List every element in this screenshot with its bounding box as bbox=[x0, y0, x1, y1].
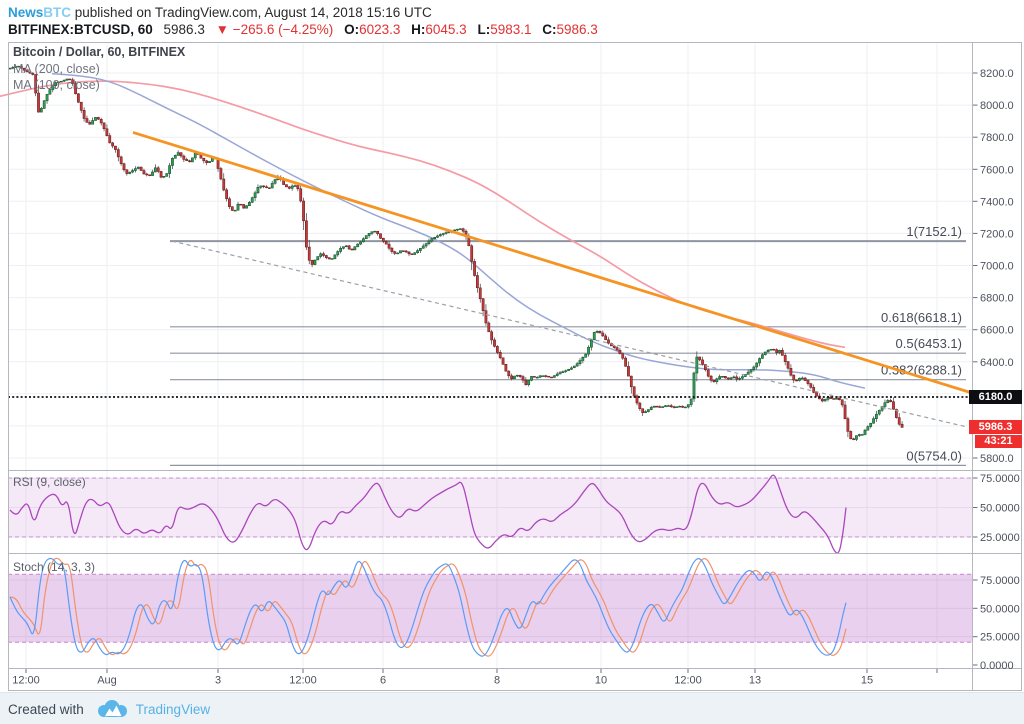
stoch-k-line bbox=[9, 557, 847, 657]
newsbtc-link[interactable]: News bbox=[8, 5, 44, 20]
svg-text:75.0000: 75.0000 bbox=[980, 473, 1020, 485]
svg-text:7800.0: 7800.0 bbox=[980, 132, 1014, 144]
rsi-legend[interactable]: RSI (9, close) bbox=[13, 475, 86, 489]
tradingview-link[interactable]: TradingView bbox=[135, 701, 211, 717]
svg-text:12:00: 12:00 bbox=[289, 675, 317, 687]
svg-text:15: 15 bbox=[861, 675, 873, 687]
svg-text:3: 3 bbox=[215, 675, 221, 687]
svg-text:12:00: 12:00 bbox=[674, 675, 702, 687]
newsbtc-link-2[interactable]: BTC bbox=[43, 5, 72, 20]
high-value: 6045.3 bbox=[425, 22, 467, 37]
low-value: 5983.1 bbox=[490, 22, 532, 37]
stoch-d-line bbox=[9, 557, 847, 657]
price-change: −265.6 (−4.25%) bbox=[232, 22, 334, 37]
open-label: O: bbox=[344, 22, 360, 37]
svg-text:8000.0: 8000.0 bbox=[980, 100, 1014, 112]
tradingview-logo-icon[interactable] bbox=[96, 699, 130, 719]
svg-text:1(7152.1): 1(7152.1) bbox=[906, 224, 962, 239]
stoch-legend[interactable]: Stoch (14, 3, 3) bbox=[13, 560, 96, 574]
svg-text:0.382(6288.1): 0.382(6288.1) bbox=[881, 363, 962, 378]
svg-text:7200.0: 7200.0 bbox=[980, 228, 1014, 240]
rsi-line bbox=[9, 474, 847, 554]
svg-text:0.5(6453.1): 0.5(6453.1) bbox=[896, 336, 963, 351]
ma-100-line[interactable] bbox=[51, 73, 866, 389]
created-with-text: Created with bbox=[8, 701, 84, 717]
svg-text:0.618(6618.1): 0.618(6618.1) bbox=[881, 310, 962, 325]
svg-text:50.0000: 50.0000 bbox=[980, 503, 1020, 515]
bar-countdown-tag: 43:21 bbox=[975, 435, 1022, 448]
last-price: 5986.3 bbox=[163, 22, 205, 37]
svg-text:7000.0: 7000.0 bbox=[980, 261, 1014, 273]
dashed-trendline[interactable] bbox=[171, 240, 967, 428]
last-price-tag: 5986.3 bbox=[969, 420, 1022, 434]
svg-text:Aug: Aug bbox=[97, 675, 117, 687]
svg-text:7600.0: 7600.0 bbox=[980, 164, 1014, 176]
svg-text:0.0000: 0.0000 bbox=[980, 660, 1014, 672]
chart-legend-ma100[interactable]: MA (100, close) bbox=[13, 78, 100, 92]
svg-text:6: 6 bbox=[380, 675, 386, 687]
footer-bar: Created with TradingView bbox=[0, 692, 1024, 724]
orange-trendline[interactable] bbox=[132, 131, 973, 395]
chart-legend-symbol[interactable]: Bitcoin / Dollar, 60, BITFINEX bbox=[13, 45, 186, 59]
svg-text:6800.0: 6800.0 bbox=[980, 293, 1014, 305]
low-label: L: bbox=[477, 22, 491, 37]
svg-text:5800.0: 5800.0 bbox=[980, 453, 1014, 465]
rsi-pane[interactable] bbox=[8, 474, 973, 554]
candlesticks[interactable] bbox=[8, 64, 904, 441]
published-text: published on TradingView.com, August 14,… bbox=[71, 5, 432, 20]
open-value: 6023.3 bbox=[359, 22, 401, 37]
price-axis[interactable]: 8200.0 8000.0 7800.0 7600.0 7400.0 7200.0 7000… bbox=[973, 68, 1020, 672]
stoch-pane[interactable] bbox=[8, 557, 973, 657]
support-price-tag: 6180.0 bbox=[969, 390, 1022, 404]
svg-text:12:00: 12:00 bbox=[12, 675, 40, 687]
pane-frame bbox=[8, 42, 1022, 691]
close-value: 5986.3 bbox=[556, 22, 598, 37]
publish-line: NewsBTC published on TradingView.com, Au… bbox=[8, 5, 432, 20]
svg-text:0(5754.0): 0(5754.0) bbox=[906, 448, 962, 463]
price-chart[interactable]: 1(7152.1) 0.618(6618.1) 0.5(6453.1) 0.382(6… bbox=[0, 0, 1024, 692]
time-axis[interactable]: 12:00 Aug 3 12:00 6 8 10 12:00 13 15 bbox=[12, 669, 938, 687]
svg-text:13: 13 bbox=[749, 675, 761, 687]
close-label: C: bbox=[542, 22, 557, 37]
high-label: H: bbox=[411, 22, 426, 37]
ma-200-line[interactable] bbox=[0, 80, 846, 349]
svg-text:25.0000: 25.0000 bbox=[980, 632, 1020, 644]
svg-text:7400.0: 7400.0 bbox=[980, 196, 1014, 208]
svg-text:75.0000: 75.0000 bbox=[980, 575, 1020, 587]
svg-text:50.0000: 50.0000 bbox=[980, 603, 1020, 615]
symbol-name: BITFINEX:BTCUSD, 60 bbox=[8, 22, 153, 37]
svg-text:6400.0: 6400.0 bbox=[980, 357, 1014, 369]
svg-text:8: 8 bbox=[494, 675, 500, 687]
chart-legend-ma200[interactable]: MA (200, close) bbox=[13, 62, 100, 76]
down-arrow-icon: ▼ bbox=[215, 22, 229, 37]
svg-text:6600.0: 6600.0 bbox=[980, 325, 1014, 337]
quote-line: BITFINEX:BTCUSD, 60 5986.3 ▼ −265.6 (−4.… bbox=[8, 22, 598, 37]
fib-retracement[interactable]: 1(7152.1) 0.618(6618.1) 0.5(6453.1) 0.382(6… bbox=[170, 224, 966, 466]
svg-text:10: 10 bbox=[595, 675, 607, 687]
svg-text:25.0000: 25.0000 bbox=[980, 532, 1020, 544]
svg-text:8200.0: 8200.0 bbox=[980, 68, 1014, 80]
